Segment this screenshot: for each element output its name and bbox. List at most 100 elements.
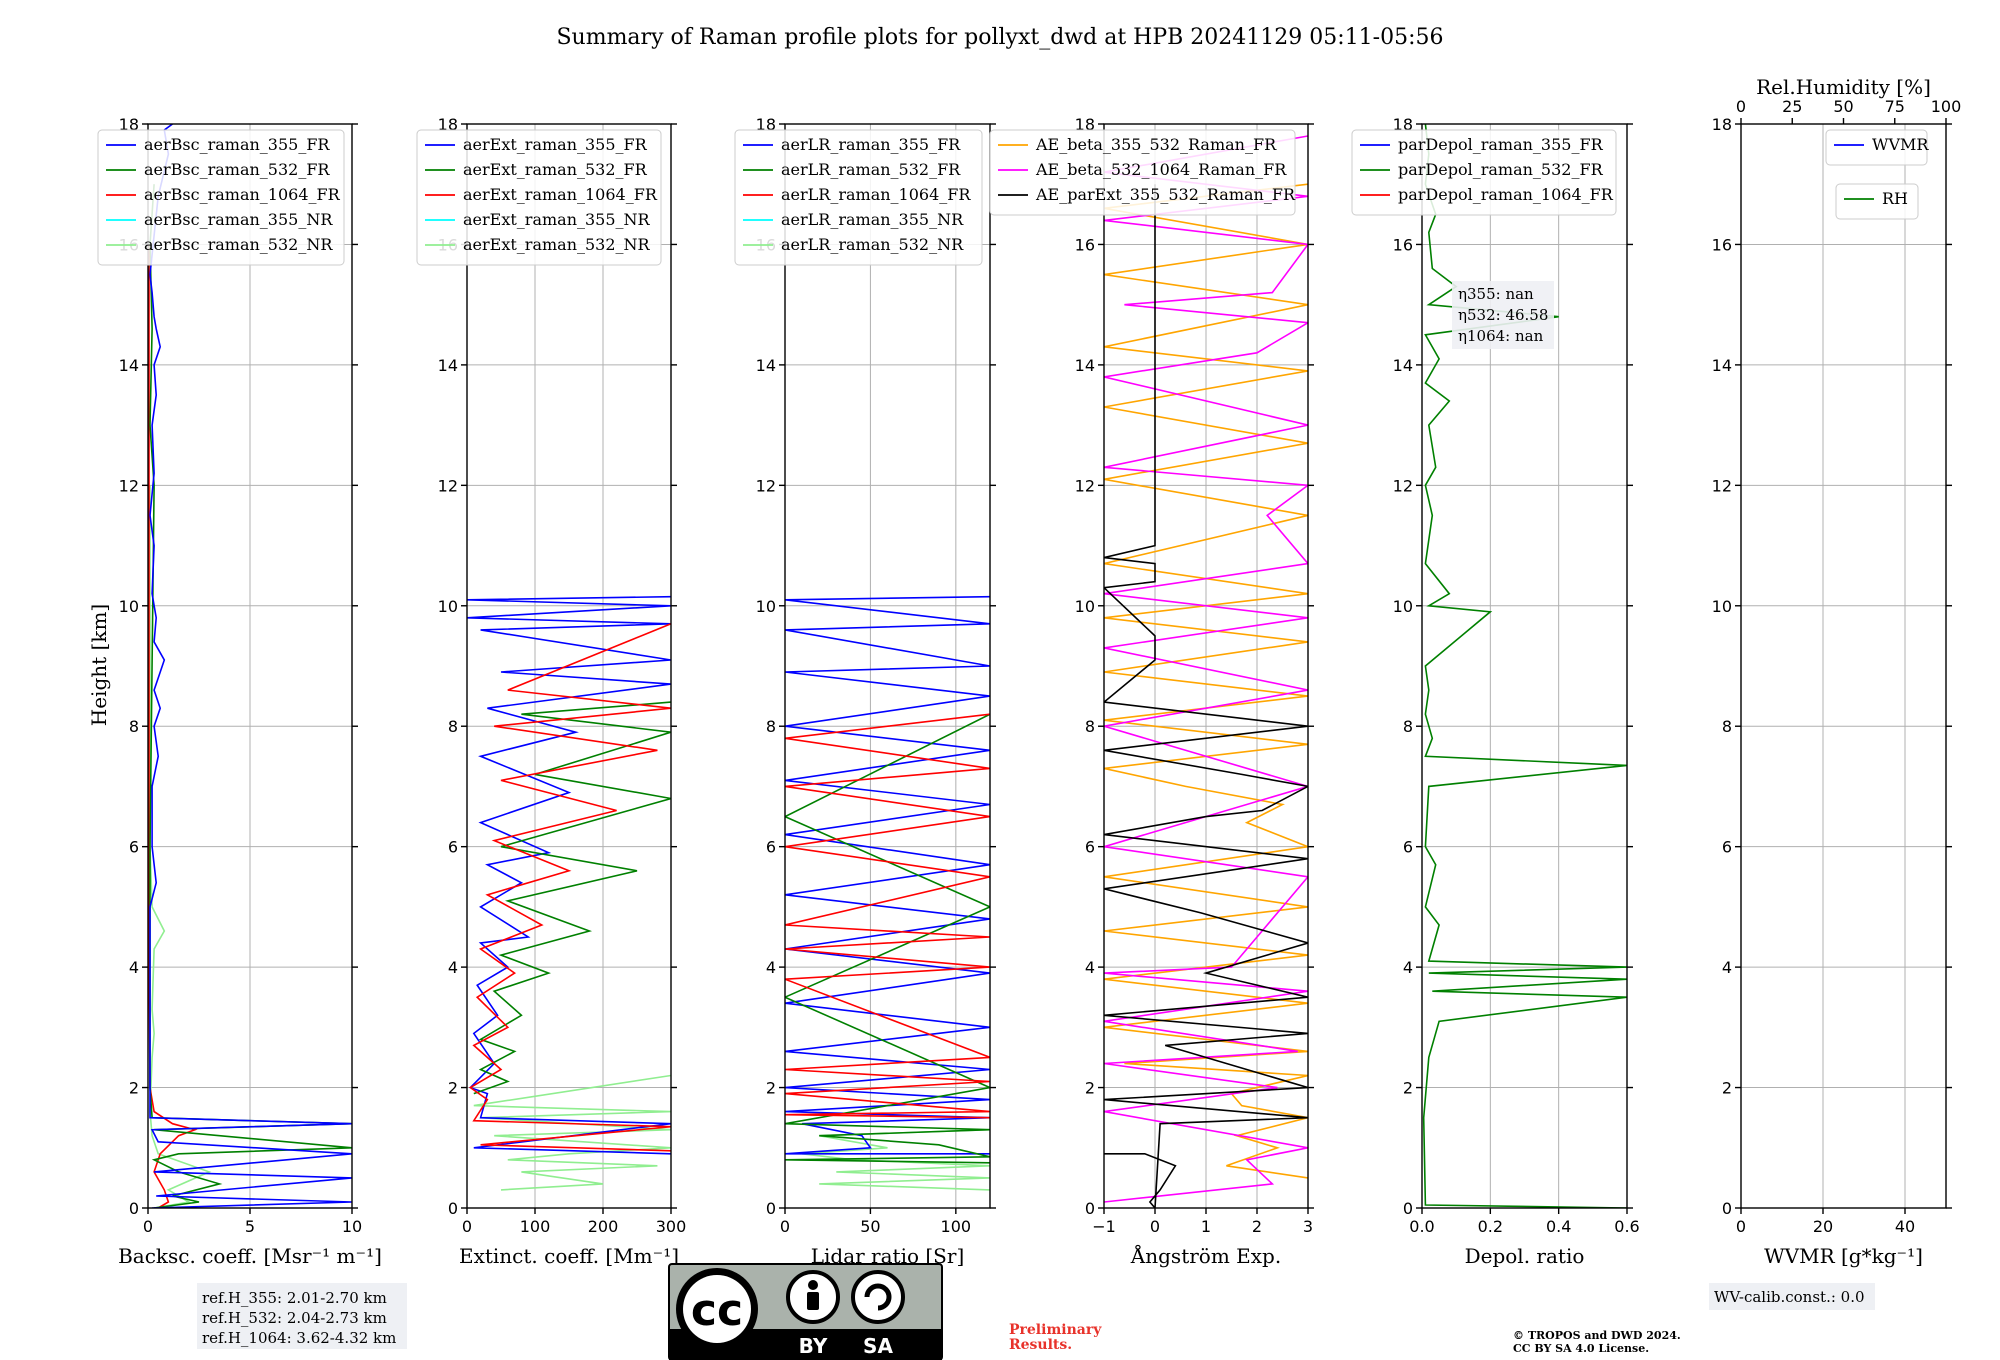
series-group-ae <box>1104 135 1308 1208</box>
series-ae-AE_parExt_355_532_Raman_FR <box>1104 184 1308 1208</box>
ytick-label-lr-0: 0 <box>766 1199 776 1218</box>
xtick-label-ae-3: 2 <box>1252 1217 1262 1236</box>
ytick-label-ext-9: 18 <box>438 115 458 134</box>
ytick-label-ext-4: 8 <box>448 717 458 736</box>
ytick-label-ae-4: 8 <box>1085 717 1095 736</box>
cc-license-badge: cc BY SA <box>668 1263 943 1360</box>
wv-calib-bg <box>1709 1283 1875 1310</box>
series-bsc-aerBsc_raman_355_FR <box>149 124 352 1208</box>
series-lr-aerLR_raman_532_FR <box>785 713 990 1164</box>
preliminary-line1: Preliminary <box>1009 1322 1102 1338</box>
copyright-line1: © TROPOS and DWD 2024. <box>1513 1329 1681 1342</box>
frame-wv <box>1740 123 1947 1209</box>
preliminary-line2: Results. <box>1009 1337 1072 1353</box>
series-group-ext <box>467 595 671 1191</box>
legend-box-bsc <box>97 129 345 266</box>
legend-depol: parDepol_raman_355_FR parDepol_raman_532_… <box>1351 129 1617 216</box>
top-xtick-label-1: 25 <box>1782 97 1802 116</box>
ytick-label-bsc-4: 8 <box>129 717 139 736</box>
series-ae-AE_beta_355_532_Raman_FR <box>1104 183 1308 1179</box>
legend-label-lr-4: aerLR_raman_532_NR <box>781 235 964 254</box>
ytick-label-wv-5: 10 <box>1712 597 1732 616</box>
ytick-label-ext-7: 14 <box>438 356 458 375</box>
legend-label-bsc-1: aerBsc_raman_532_FR <box>144 160 330 179</box>
series-lr-aerLR_raman_532_NR <box>802 1128 990 1191</box>
ytick-label-ae-0: 0 <box>1085 1199 1095 1218</box>
xtick-label-ae-0: −1 <box>1092 1217 1116 1236</box>
legend-label-lr-0: aerLR_raman_355_FR <box>781 135 961 154</box>
ytick-label-ext-3: 6 <box>448 838 458 857</box>
frame-lr <box>784 123 991 1209</box>
ytick-label-wv-4: 8 <box>1722 717 1732 736</box>
legend-label-bsc-4: aerBsc_raman_532_NR <box>144 235 333 254</box>
ytick-label-wv-1: 2 <box>1722 1079 1732 1098</box>
xlabel-ext: Extinct. coeff. [Mm⁻¹] <box>459 1244 679 1268</box>
panel-bsc: 0246810121416180510Backsc. coeff. [Msr⁻¹… <box>97 115 382 1268</box>
legend-ae: AE_beta_355_532_Raman_FR AE_beta_532_1064… <box>989 129 1296 216</box>
legend-label-depol-1: parDepol_raman_532_FR <box>1398 160 1604 179</box>
series-bsc-aerBsc_raman_1064_FR <box>148 244 198 1208</box>
panel-depol: 0 2 4 6 8 10 12 14 16 18 0.0 0.2 0.4 0.6 Depol. ratio p… <box>1351 115 1640 1268</box>
ytick-label-wv-8: 16 <box>1712 235 1732 254</box>
ytick-label-depol-5: 10 <box>1393 597 1413 616</box>
cc-circle-inner <box>683 1275 751 1343</box>
ytick-label-bsc-2: 4 <box>129 958 139 977</box>
xtick-label-bsc-1: 5 <box>245 1217 255 1236</box>
legend-label-ext-3: aerExt_raman_355_NR <box>463 210 651 229</box>
xtick-label-depol-2: 0.4 <box>1546 1217 1571 1236</box>
xtick-label-wv-2: 40 <box>1895 1217 1915 1236</box>
legend-box-depol <box>1351 129 1617 216</box>
ytick-label-ae-9: 18 <box>1075 115 1095 134</box>
ref-height-532: ref.H_532: 2.04-2.73 km <box>202 1309 387 1327</box>
series-depol-parDepol_raman_532_FR <box>1422 124 1627 1208</box>
xtick-label-wv-1: 20 <box>1813 1217 1833 1236</box>
ref-height-box: ref.H_355: 2.01-2.70 km ref.H_532: 2.04-… <box>197 1283 407 1349</box>
ytick-label-ae-1: 2 <box>1085 1079 1095 1098</box>
series-group-lr <box>785 595 990 1191</box>
ref-height-355: ref.H_355: 2.01-2.70 km <box>202 1289 387 1307</box>
legend-label-ext-0: aerExt_raman_355_FR <box>463 135 648 154</box>
ref-height-box-bg <box>197 1283 407 1349</box>
ytick-label-ae-3: 6 <box>1085 838 1095 857</box>
panels-group: 0246810121416180510Backsc. coeff. [Msr⁻¹… <box>97 75 1962 1268</box>
ytick-label-bsc-0: 0 <box>129 1199 139 1218</box>
series-ext-aerExt_raman_532_FR <box>473 701 671 1095</box>
ytick-label-bsc-6: 12 <box>119 476 139 495</box>
sa-label: SA <box>863 1334 893 1358</box>
series-lr-aerLR_raman_355_FR <box>785 595 990 1155</box>
sa-icon <box>851 1270 905 1324</box>
xlabel-bsc: Backsc. coeff. [Msr⁻¹ m⁻¹] <box>118 1244 382 1268</box>
legend-wv-rh: RH <box>1835 183 1919 220</box>
by-label: BY <box>799 1334 828 1358</box>
legend-wv: WVMR <box>1825 129 1929 166</box>
ytick-label-ae-2: 4 <box>1085 958 1095 977</box>
legend-bsc: aerBsc_raman_355_FR aerBsc_raman_532_FRae… <box>97 129 345 266</box>
legend-box-wv-rh <box>1835 183 1919 220</box>
series-ext-aerExt_raman_532_NR <box>473 1074 671 1191</box>
ytick-label-wv-9: 18 <box>1712 115 1732 134</box>
xtick-label-ext-3: 300 <box>656 1217 687 1236</box>
series-group-bsc <box>148 124 352 1208</box>
legend-label-bsc-3: aerBsc_raman_355_NR <box>144 210 333 229</box>
ytick-label-ext-2: 4 <box>448 958 458 977</box>
top-xtick-label-0: 0 <box>1736 97 1746 116</box>
ytick-label-ae-8: 16 <box>1075 235 1095 254</box>
ytick-label-wv-2: 4 <box>1722 958 1732 977</box>
legend-ext: aerExt_raman_355_FR aerExt_raman_532_FRae… <box>416 129 662 266</box>
legend-label-wv-0: WVMR <box>1872 135 1929 154</box>
panel-lr: 024681012141618050100Lidar ratio [Sr]aer… <box>734 115 996 1268</box>
ytick-label-ae-5: 10 <box>1075 597 1095 616</box>
legend-label-ext-2: aerExt_raman_1064_FR <box>463 185 658 204</box>
xtick-label-depol-1: 0.2 <box>1478 1217 1503 1236</box>
frame-depol <box>1421 123 1628 1209</box>
ytick-label-ae-7: 14 <box>1075 356 1095 375</box>
ytick-label-bsc-5: 10 <box>119 597 139 616</box>
top-xtick-label-2: 50 <box>1833 97 1853 116</box>
wv-calib-box: WV-calib.const.: 0.0 <box>1709 1283 1875 1310</box>
by-icon-head <box>808 1280 818 1290</box>
wv-calib-text: WV-calib.const.: 0.0 <box>1714 1288 1865 1306</box>
depol-annotation-line-1: η532: 46.58 <box>1458 306 1548 324</box>
